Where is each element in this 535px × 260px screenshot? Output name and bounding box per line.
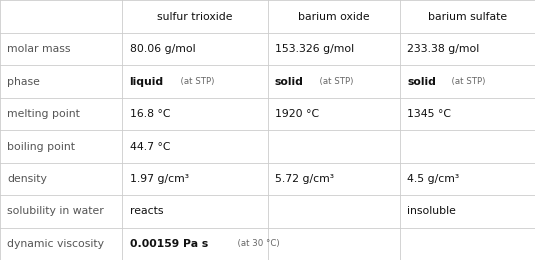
Text: 80.06 g/mol: 80.06 g/mol xyxy=(129,44,195,54)
Text: barium sulfate: barium sulfate xyxy=(428,11,507,22)
Text: 5.72 g/cm³: 5.72 g/cm³ xyxy=(275,174,334,184)
Text: 1.97 g/cm³: 1.97 g/cm³ xyxy=(129,174,189,184)
Text: (at STP): (at STP) xyxy=(446,77,486,86)
Text: (at STP): (at STP) xyxy=(314,77,353,86)
Text: 4.5 g/cm³: 4.5 g/cm³ xyxy=(408,174,460,184)
Text: density: density xyxy=(7,174,47,184)
Text: insoluble: insoluble xyxy=(408,206,456,216)
Text: 0.00159 Pa s: 0.00159 Pa s xyxy=(129,239,208,249)
Text: solid: solid xyxy=(408,77,437,87)
Text: sulfur trioxide: sulfur trioxide xyxy=(157,11,233,22)
Text: molar mass: molar mass xyxy=(7,44,71,54)
Text: dynamic viscosity: dynamic viscosity xyxy=(7,239,104,249)
Text: 16.8 °C: 16.8 °C xyxy=(129,109,170,119)
Text: 1345 °C: 1345 °C xyxy=(408,109,452,119)
Text: boiling point: boiling point xyxy=(7,141,75,152)
Text: 44.7 °C: 44.7 °C xyxy=(129,141,170,152)
Text: liquid: liquid xyxy=(129,77,164,87)
Text: (at STP): (at STP) xyxy=(175,77,215,86)
Text: solid: solid xyxy=(275,77,304,87)
Text: barium oxide: barium oxide xyxy=(298,11,370,22)
Text: 233.38 g/mol: 233.38 g/mol xyxy=(408,44,480,54)
Text: phase: phase xyxy=(7,77,40,87)
Text: (at 30 °C): (at 30 °C) xyxy=(232,239,280,248)
Text: 1920 °C: 1920 °C xyxy=(275,109,319,119)
Text: melting point: melting point xyxy=(7,109,80,119)
Text: reacts: reacts xyxy=(129,206,163,216)
Text: 153.326 g/mol: 153.326 g/mol xyxy=(275,44,354,54)
Text: solubility in water: solubility in water xyxy=(7,206,104,216)
